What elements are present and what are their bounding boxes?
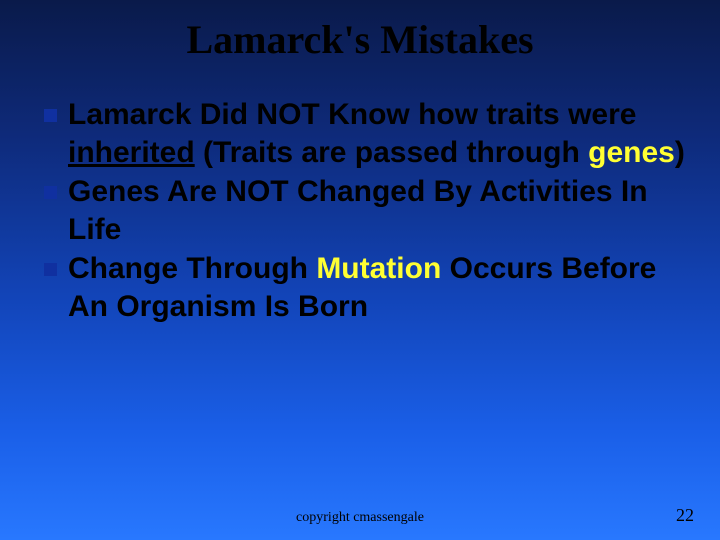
bullet-text: (Traits are passed through: [195, 136, 588, 169]
bullet-text: Did NOT Know how traits were: [191, 98, 636, 131]
bullet-underlined: inherited: [68, 136, 195, 169]
copyright-footer: copyright cmassengale: [0, 510, 720, 526]
bullet-item: Change Through Mutation Occurs Before An…: [40, 250, 690, 327]
slide: Lamarck's Mistakes Lamarck Did NOT Know …: [0, 0, 720, 540]
slide-title: Lamarck's Mistakes: [0, 16, 720, 63]
bullet-lead: Lamarck: [68, 98, 191, 131]
bullet-text: Through: [178, 252, 316, 285]
bullet-text: ): [675, 136, 685, 169]
bullet-square-icon: [44, 263, 57, 276]
slide-body: Lamarck Did NOT Know how traits were inh…: [40, 96, 690, 326]
bullet-square-icon: [44, 109, 57, 122]
bullet-yellow: genes: [588, 136, 675, 169]
page-number: 22: [676, 505, 694, 526]
bullet-lead: Genes: [68, 175, 160, 208]
bullet-item: Genes Are NOT Changed By Activities In L…: [40, 173, 690, 250]
bullet-yellow: Mutation: [316, 252, 441, 285]
bullet-lead: Change: [68, 252, 178, 285]
bullet-square-icon: [44, 186, 57, 199]
bullet-item: Lamarck Did NOT Know how traits were inh…: [40, 96, 690, 173]
